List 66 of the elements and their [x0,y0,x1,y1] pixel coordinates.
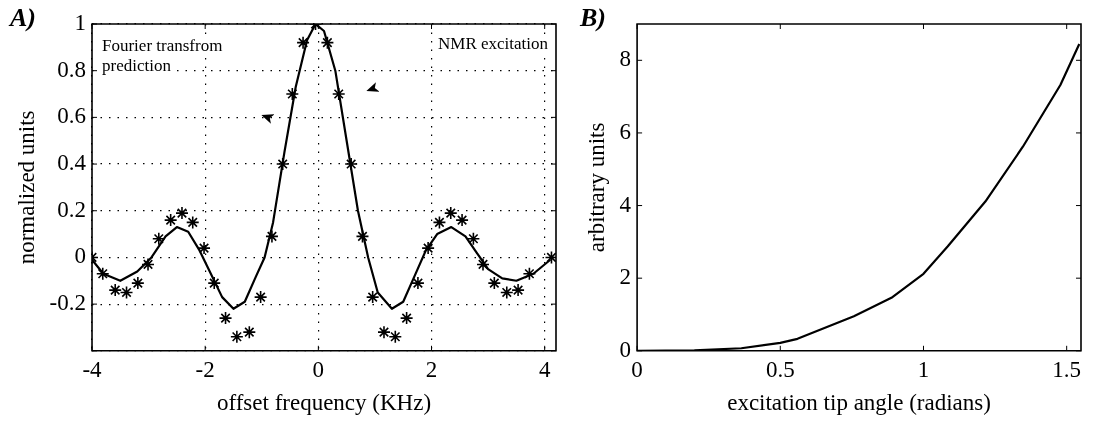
point [95,266,110,281]
x-axis-title: excitation tip angle (radians) [727,390,991,416]
point [163,213,178,227]
point [175,206,189,220]
point [355,229,370,244]
point [411,276,425,290]
y-axis-title: normalized units [13,110,39,265]
point [399,311,414,325]
point [455,213,469,227]
x-tick-label: 0.5 [765,356,795,382]
y-tick-label: 0.4 [57,150,87,176]
point [511,283,525,297]
point [421,241,435,255]
x-tick-label: 1.5 [1052,356,1082,382]
y-tick-label: -0.2 [49,290,87,316]
point [230,329,244,344]
y-tick-label: 0 [619,336,632,362]
point [443,206,458,220]
point [141,257,155,272]
point [296,35,310,50]
point [432,215,447,230]
point [265,229,279,244]
x-axis-title: offset frequency (KHz) [216,390,432,416]
annotation: Fourier transfrom prediction [102,35,223,75]
point [487,276,502,290]
x-tick-label: 0 [312,356,325,382]
y-tick-label: 0.2 [57,196,87,222]
point [388,329,403,344]
point [218,311,233,325]
point [185,215,200,230]
y-tick-label: 0.6 [57,103,87,129]
point [131,276,145,290]
y-tick-label: 8 [619,46,632,72]
x-tick-label: -4 [82,356,103,382]
point [499,285,514,300]
y-axis-title: arbitrary units [583,122,609,253]
point [108,283,123,297]
y-tick-label: 0.8 [57,56,87,82]
x-tick-label: 2 [425,356,438,382]
point [344,157,358,171]
point [207,276,222,290]
x-tick-label: -2 [195,356,215,382]
y-tick-label: 4 [619,191,632,217]
y-tick-label: 0 [74,243,87,269]
point [331,87,346,101]
point [242,325,257,339]
point [365,290,380,304]
x-tick-label: 1 [917,356,930,382]
point [275,157,290,171]
y-tick-label: 6 [619,118,632,144]
y-tick-label: 2 [619,264,632,290]
point [151,231,166,246]
point [377,325,391,339]
point [253,290,268,304]
chart-title: A) [8,2,36,32]
y-tick-label: 1 [74,10,87,36]
point [476,257,490,272]
point [522,266,537,281]
chart-title: B) [579,2,606,32]
annotation: NMR excitation [437,33,549,53]
point [285,87,300,101]
point [320,35,335,50]
x-tick-label: 4 [538,356,551,382]
point [119,285,134,300]
point [197,241,211,255]
point [466,231,481,246]
